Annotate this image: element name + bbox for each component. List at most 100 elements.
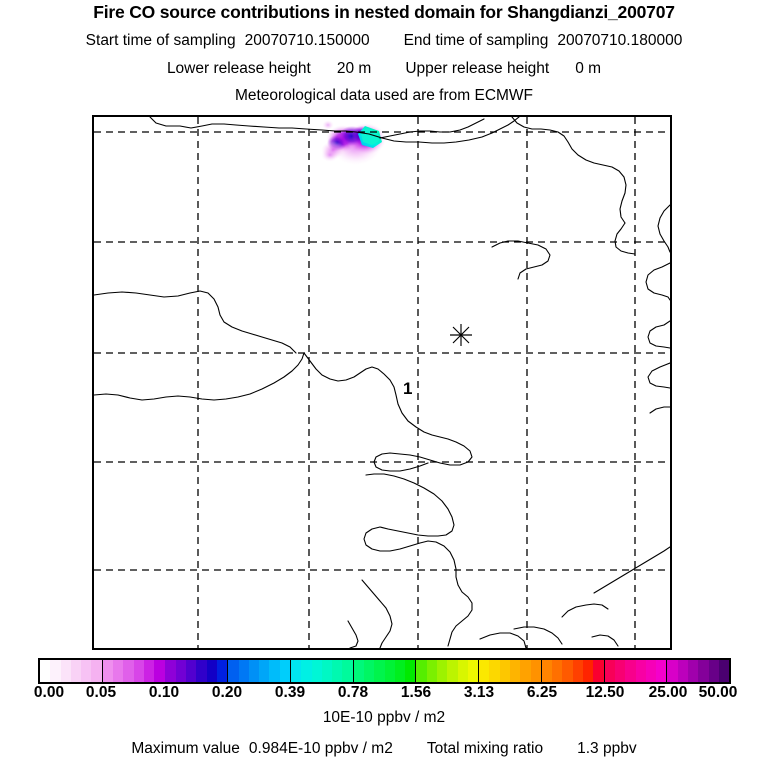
colorbar-step xyxy=(279,660,290,682)
colorbar-band xyxy=(40,660,103,682)
colorbar-step xyxy=(677,660,688,682)
colorbar-unit-label: 10E-10 ppbv / m2 xyxy=(322,709,446,726)
colorbar xyxy=(38,658,731,684)
colorbar-step xyxy=(301,660,312,682)
colorbar-band xyxy=(353,660,417,682)
colorbar-band xyxy=(290,660,354,682)
mixing-ratio-value: 1.3 ppbv xyxy=(577,740,637,757)
colorbar-step xyxy=(91,660,102,682)
colorbar-band xyxy=(228,660,291,682)
sampling-time-line: Start time of sampling 20070710.150000 End… xyxy=(0,32,768,50)
colorbar-step xyxy=(259,660,270,682)
release-height-line: Lower release height 20 m Upper release he… xyxy=(0,60,768,78)
colorbar-step xyxy=(50,660,61,682)
colorbar-step xyxy=(102,660,114,682)
colorbar-step xyxy=(467,660,479,682)
colorbar-band xyxy=(541,660,605,682)
colorbar-step xyxy=(238,660,249,682)
start-time-value: 20070710.150000 xyxy=(244,32,370,49)
colorbar-step xyxy=(708,660,719,682)
colorbar-step xyxy=(405,660,416,682)
map-panel: 1 xyxy=(92,115,672,650)
colorbar-step xyxy=(572,660,584,682)
colorbar-band xyxy=(479,660,542,682)
colorbar-step xyxy=(353,660,364,682)
release-point-label: 1 xyxy=(403,379,413,398)
colorbar-step xyxy=(687,660,699,682)
footer-statistics: Maximum value 0.984E-10 ppbv / m2 Total mi… xyxy=(0,740,768,758)
colorbar-step xyxy=(604,660,615,682)
colorbar-tick-label: 0.78 xyxy=(337,684,369,701)
lower-height-value: 20 m xyxy=(336,60,372,77)
lower-height-label: Lower release height xyxy=(166,60,311,77)
colorbar-step xyxy=(635,660,646,682)
colorbar-step xyxy=(342,660,353,682)
colorbar-step xyxy=(530,660,541,682)
page-title: Fire CO source contributions in nested d… xyxy=(93,2,675,22)
colorbar-band xyxy=(102,660,166,682)
plume-layer xyxy=(321,120,386,165)
colorbar-tick-label: 0.00 xyxy=(33,684,65,701)
colorbar-tick-label: 25.00 xyxy=(648,684,688,701)
colorbar-step xyxy=(269,660,280,682)
colorbar-step xyxy=(447,660,458,682)
colorbar-step xyxy=(113,660,124,682)
colorbar-step xyxy=(332,660,343,682)
end-time-label: End time of sampling xyxy=(403,32,549,49)
colorbar-step xyxy=(718,660,730,682)
colorbar-step xyxy=(363,660,375,682)
colorbar-step xyxy=(656,660,667,682)
colorbar-step xyxy=(290,660,302,682)
colorbar-step xyxy=(216,660,228,682)
colorbar-step xyxy=(437,660,448,682)
colorbar-tick-label: 50.00 xyxy=(698,684,738,701)
colorbar-step xyxy=(552,660,563,682)
colorbar-step xyxy=(374,660,385,682)
colorbar-step xyxy=(228,660,239,682)
colorbar-step xyxy=(60,660,71,682)
colorbar-step xyxy=(248,660,260,682)
colorbar-step xyxy=(154,660,165,682)
colorbar-band xyxy=(667,660,730,682)
colorbar-band xyxy=(165,660,229,682)
colorbar-step xyxy=(416,660,427,682)
colorbar-step xyxy=(384,660,395,682)
max-value-value: 0.984E-10 ppbv / m2 xyxy=(248,740,393,757)
colorbar-step xyxy=(520,660,531,682)
colorbar-step xyxy=(175,660,187,682)
colorbar-step xyxy=(311,660,322,682)
colorbar-step xyxy=(510,660,521,682)
colorbar-step xyxy=(698,660,709,682)
colorbar-step xyxy=(499,660,511,682)
end-time-value: 20070710.180000 xyxy=(557,32,683,49)
colorbar-step xyxy=(593,660,604,682)
colorbar-tick-label: 0.10 xyxy=(148,684,180,701)
colorbar-tick-labels: 0.00 0.05 0.10 0.20 0.39 0.78 1.56 3.13 6.25 12.5… xyxy=(0,684,768,704)
colorbar-step xyxy=(614,660,626,682)
colorbar-tick-label: 3.13 xyxy=(463,684,495,701)
upper-height-label: Upper release height xyxy=(405,60,550,77)
colorbar-tick-label: 0.05 xyxy=(85,684,117,701)
colorbar-tick-label: 0.39 xyxy=(274,684,306,701)
colorbar-step xyxy=(394,660,406,682)
colorbar-step xyxy=(489,660,500,682)
colorbar-step xyxy=(123,660,134,682)
colorbar-step xyxy=(541,660,553,682)
colorbar-band xyxy=(416,660,480,682)
colorbar-step xyxy=(133,660,144,682)
colorbar-step xyxy=(457,660,468,682)
colorbar-step xyxy=(81,660,92,682)
colorbar-tick-label: 0.20 xyxy=(211,684,243,701)
colorbar-step xyxy=(625,660,636,682)
map-graphics xyxy=(94,117,670,648)
gridlines xyxy=(94,117,670,648)
colorbar-step xyxy=(562,660,573,682)
mixing-ratio-label: Total mixing ratio xyxy=(426,740,544,757)
colorbar-step xyxy=(40,660,51,682)
colorbar-step xyxy=(206,660,217,682)
colorbar-step xyxy=(479,660,490,682)
max-value-label: Maximum value xyxy=(131,740,240,757)
receptor-station-marker xyxy=(450,324,472,346)
colorbar-step xyxy=(186,660,197,682)
